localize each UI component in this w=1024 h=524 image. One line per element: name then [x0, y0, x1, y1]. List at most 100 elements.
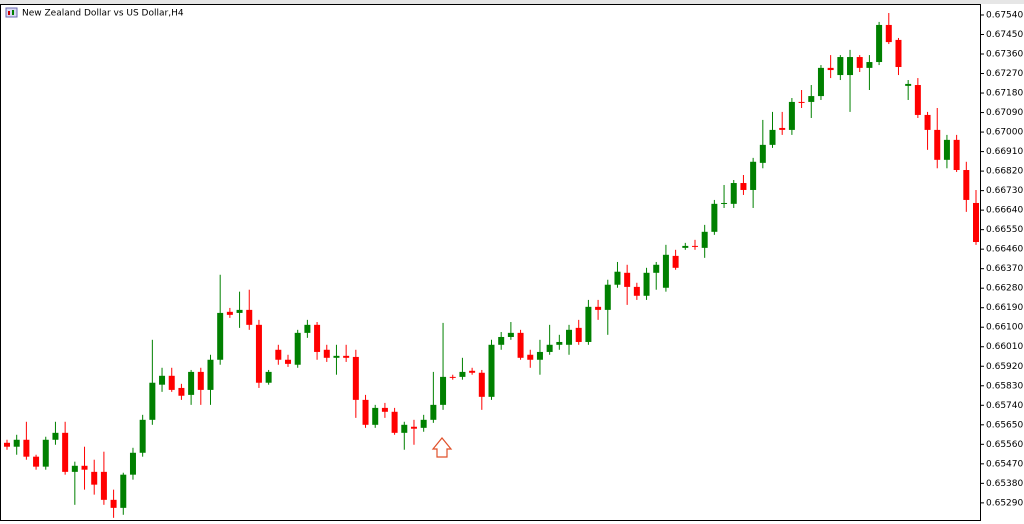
candle-body	[953, 139, 960, 171]
icon-bar	[12, 10, 14, 15]
candle-body	[149, 382, 156, 420]
y-tick-label: 0.67180	[986, 89, 1023, 99]
candle-body	[217, 312, 224, 360]
top-strip	[0, 0, 1024, 4]
candle-body	[401, 424, 408, 433]
candle-body	[23, 439, 30, 457]
candle-body	[817, 67, 824, 97]
y-tick-label: 0.65470	[986, 459, 1023, 469]
candle-body	[362, 399, 369, 425]
candle-body	[120, 474, 127, 508]
y-tick-label: 0.65560	[986, 440, 1023, 450]
candle-body	[963, 170, 970, 200]
candle-body	[730, 183, 737, 204]
candle-body	[808, 96, 815, 102]
plot-frame	[0, 4, 981, 521]
candle-body	[895, 39, 902, 68]
candle-body	[973, 202, 979, 243]
candle-body	[62, 432, 69, 472]
candle-body	[682, 245, 689, 248]
candle-body	[643, 272, 650, 296]
y-tick-label: 0.67450	[986, 30, 1023, 40]
candle-body	[139, 419, 146, 453]
y-tick-label: 0.65290	[986, 498, 1023, 508]
candle-body	[469, 370, 476, 373]
candle-body	[197, 371, 204, 390]
candle-body	[343, 355, 350, 358]
candle-body	[779, 127, 786, 130]
candle-body	[110, 499, 117, 508]
candle-body	[159, 375, 166, 385]
candle-body	[440, 376, 447, 405]
y-tick-label: 0.66010	[986, 342, 1023, 352]
y-tick-label: 0.67540	[986, 10, 1023, 20]
candle-body	[575, 327, 582, 342]
chart-title: New Zealand Dollar vs US Dollar,H4	[22, 9, 184, 19]
candle-body	[236, 309, 243, 313]
candle-body	[430, 404, 437, 420]
candle-body	[614, 271, 621, 285]
candle-body	[294, 332, 301, 365]
candle-body	[207, 359, 214, 390]
y-tick-label: 0.65740	[986, 401, 1023, 411]
candle-body	[624, 272, 631, 287]
candle-body	[33, 456, 40, 467]
candle-body	[827, 67, 834, 71]
candle-body	[914, 85, 921, 115]
y-tick-label: 0.65830	[986, 381, 1023, 391]
candle-body	[314, 324, 321, 352]
candle-body	[488, 344, 495, 397]
candle-body	[42, 439, 49, 467]
candle-body	[527, 354, 534, 360]
candle-body	[420, 419, 427, 428]
y-tick-label: 0.66910	[986, 147, 1023, 157]
candle-body	[566, 329, 573, 345]
y-tick-label: 0.66280	[986, 284, 1023, 294]
signal-arrow	[431, 437, 453, 458]
candle-body	[517, 332, 524, 358]
candle-body	[711, 203, 718, 232]
candle-body	[691, 245, 698, 247]
y-tick-label: 0.66100	[986, 323, 1023, 333]
candle-body	[255, 324, 262, 383]
candle-body	[129, 452, 136, 475]
candle-body	[943, 139, 950, 160]
candle-body	[847, 57, 854, 76]
candle-body	[449, 376, 456, 378]
candle-body	[750, 161, 757, 190]
y-tick-label: 0.66190	[986, 303, 1023, 313]
candle-body	[275, 349, 282, 360]
candle-body	[13, 439, 20, 447]
y-tick-label: 0.65920	[986, 362, 1023, 372]
candle-body	[410, 426, 417, 429]
y-tick-label: 0.67360	[986, 50, 1023, 60]
candle-body	[585, 306, 592, 342]
candle-body	[52, 432, 59, 440]
candle-body	[536, 351, 543, 360]
candle-body	[91, 471, 98, 485]
candle-body	[81, 465, 88, 470]
candle-body	[265, 371, 272, 383]
candle-body	[595, 306, 602, 310]
candle-body	[653, 264, 660, 273]
candle-body	[856, 57, 863, 68]
candle-body	[546, 344, 553, 352]
icon-bar	[8, 11, 10, 15]
y-tick-label: 0.67090	[986, 108, 1023, 118]
candle-body	[352, 356, 359, 400]
candle-body	[4, 442, 10, 447]
candle-body	[304, 324, 311, 333]
candle-body	[188, 371, 195, 395]
candle-body	[885, 24, 892, 43]
candle-body	[226, 311, 233, 315]
y-tick-label: 0.67270	[986, 69, 1023, 79]
candle-body	[876, 24, 883, 63]
candle-body	[391, 411, 398, 433]
candle-body	[100, 471, 107, 500]
y-tick-label: 0.66370	[986, 264, 1023, 274]
y-tick-label: 0.65380	[986, 479, 1023, 489]
candle-body	[604, 284, 611, 310]
candle-body	[333, 355, 340, 358]
